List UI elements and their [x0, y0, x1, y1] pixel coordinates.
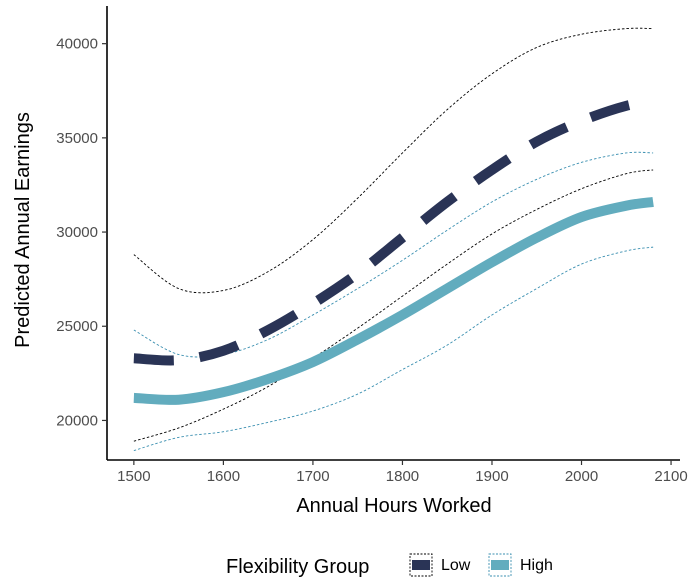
y-tick-label: 40000 [56, 36, 98, 53]
series-low-line [133, 97, 654, 366]
x-tick-label: 1800 [386, 468, 419, 485]
x-tick-label: 2000 [565, 468, 598, 485]
series-high-upper-ci [133, 151, 654, 358]
ticks: 1500 1600 1700 1800 1900 2000 2100 20000 25000 30… [56, 36, 687, 485]
y-tick-label: 30000 [56, 224, 98, 241]
series-high-lower-ci [133, 246, 654, 452]
x-tick-label: 1500 [117, 468, 150, 485]
x-tick-label: 1900 [475, 468, 508, 485]
x-axis-title: Annual Hours Worked [296, 495, 491, 517]
x-tick-label: 2100 [654, 468, 687, 485]
y-axis-title: Predicted Annual Earnings [12, 112, 34, 348]
legend-label-high: High [520, 557, 553, 574]
series-low-upper-ci [133, 27, 654, 294]
legend-item-low: Low [409, 553, 471, 577]
legend-label-low: Low [441, 557, 471, 574]
series-high-line [133, 196, 654, 405]
y-tick-label: 20000 [56, 412, 98, 429]
x-tick-label: 1600 [207, 468, 240, 485]
axes [106, 6, 680, 461]
legend: Flexibility Group Low High [226, 553, 553, 578]
legend-title: Flexibility Group [226, 556, 369, 578]
y-tick-label: 35000 [56, 130, 98, 147]
series-low-lower-ci [133, 169, 654, 442]
legend-item-high: High [488, 553, 553, 577]
plot-lines [133, 27, 654, 452]
x-tick-label: 1700 [296, 468, 329, 485]
y-tick-label: 25000 [56, 318, 98, 335]
